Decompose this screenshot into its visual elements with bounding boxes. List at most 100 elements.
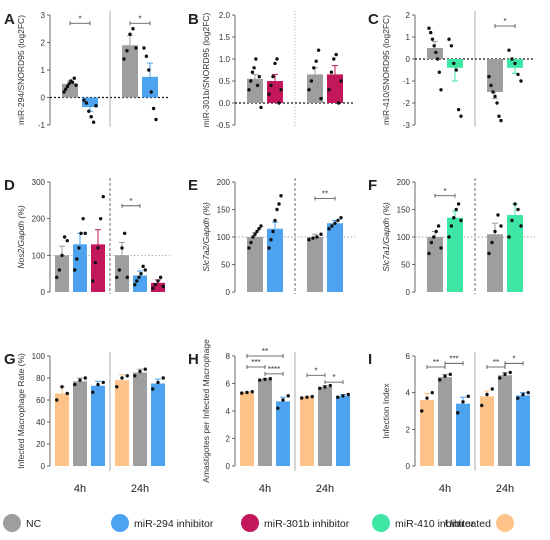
bar xyxy=(480,396,494,466)
data-point xyxy=(323,385,327,389)
data-point xyxy=(487,74,491,79)
bar xyxy=(91,385,105,466)
data-point xyxy=(327,88,331,92)
y-tick-label: 1 xyxy=(41,66,46,75)
legend-label: Untreated xyxy=(445,518,491,530)
data-point xyxy=(128,32,132,36)
data-point xyxy=(89,115,93,119)
data-point xyxy=(334,52,338,57)
data-point xyxy=(263,377,267,382)
data-point xyxy=(425,396,429,400)
data-point xyxy=(279,88,283,92)
y-tick-label: 50 xyxy=(401,261,410,270)
legend-swatch xyxy=(496,514,514,532)
data-point xyxy=(319,96,323,101)
data-point xyxy=(318,386,322,391)
data-point xyxy=(490,240,494,245)
data-point xyxy=(271,74,275,79)
data-point xyxy=(55,275,59,280)
bar xyxy=(151,282,165,292)
bar xyxy=(247,237,263,292)
bar xyxy=(336,395,350,466)
data-point xyxy=(315,235,319,239)
data-point xyxy=(485,392,489,397)
y-tick-label: 200 xyxy=(32,215,46,224)
data-point xyxy=(91,390,95,394)
data-point xyxy=(267,246,271,250)
data-point xyxy=(98,216,103,221)
data-point xyxy=(144,54,149,58)
data-point xyxy=(62,90,66,94)
data-point xyxy=(319,232,323,236)
data-point xyxy=(115,385,119,389)
bar xyxy=(427,237,443,292)
data-point xyxy=(452,216,456,220)
y-tick-label: 60 xyxy=(36,396,45,405)
data-point xyxy=(257,227,261,231)
data-point xyxy=(269,83,273,88)
data-point xyxy=(341,394,345,398)
data-point xyxy=(286,394,290,398)
y-tick-label: 2 xyxy=(406,425,411,434)
data-point xyxy=(434,229,438,234)
panel-label: I xyxy=(368,351,372,368)
y-tick-label: 300 xyxy=(32,178,46,187)
data-point xyxy=(275,207,279,212)
y-axis-label: Infected Macrophage Rate (%) xyxy=(16,353,26,469)
data-point xyxy=(79,231,83,236)
y-tick-label: 0 xyxy=(41,288,46,297)
data-point xyxy=(487,251,491,256)
bar xyxy=(115,255,129,292)
data-point xyxy=(427,26,431,30)
legend-label: miR-410 inhibitor xyxy=(395,518,475,530)
data-point xyxy=(269,238,273,242)
bar xyxy=(73,381,87,466)
significance-label: * xyxy=(512,354,515,363)
data-point xyxy=(55,398,59,402)
data-point xyxy=(91,120,96,124)
data-point xyxy=(430,390,434,395)
data-point xyxy=(420,409,424,413)
data-point xyxy=(279,194,283,198)
data-point xyxy=(519,224,523,228)
data-point xyxy=(87,109,91,113)
bar xyxy=(55,255,69,292)
data-point xyxy=(65,391,69,396)
bar xyxy=(516,395,530,466)
bar xyxy=(420,400,434,466)
y-tick-label: 3 xyxy=(41,11,46,20)
legend-swatch xyxy=(111,514,129,532)
y-tick-label: 2 xyxy=(226,435,231,444)
y-tick-label: 0 xyxy=(406,462,411,471)
data-point xyxy=(521,392,525,397)
data-point xyxy=(310,394,314,399)
data-point xyxy=(277,202,281,206)
x-category-label: 24h xyxy=(131,483,149,495)
data-point xyxy=(142,46,146,50)
bar xyxy=(258,379,272,466)
data-point xyxy=(307,238,311,242)
significance-label: ** xyxy=(322,190,328,199)
y-tick-label: -0.5 xyxy=(216,121,230,130)
y-tick-label: 100 xyxy=(397,233,411,242)
significance-label: ** xyxy=(493,358,499,367)
bar xyxy=(327,74,343,103)
data-point xyxy=(432,235,436,239)
data-point xyxy=(151,387,155,391)
significance-label: * xyxy=(314,366,317,375)
data-point xyxy=(427,251,431,256)
x-category-label: 4h xyxy=(259,483,271,495)
data-point xyxy=(452,61,456,66)
data-point xyxy=(158,275,163,280)
bar xyxy=(142,76,158,98)
legend-label: miR-301b inhibitor xyxy=(264,518,350,530)
y-tick-label: 0 xyxy=(406,288,411,297)
data-point xyxy=(135,279,139,283)
y-tick-label: 2 xyxy=(406,11,411,20)
panel-label: C xyxy=(368,11,379,28)
data-point xyxy=(161,376,165,380)
y-axis-label: miR-410/SNORD95 (log2FC) xyxy=(381,15,391,125)
data-point xyxy=(247,88,251,92)
